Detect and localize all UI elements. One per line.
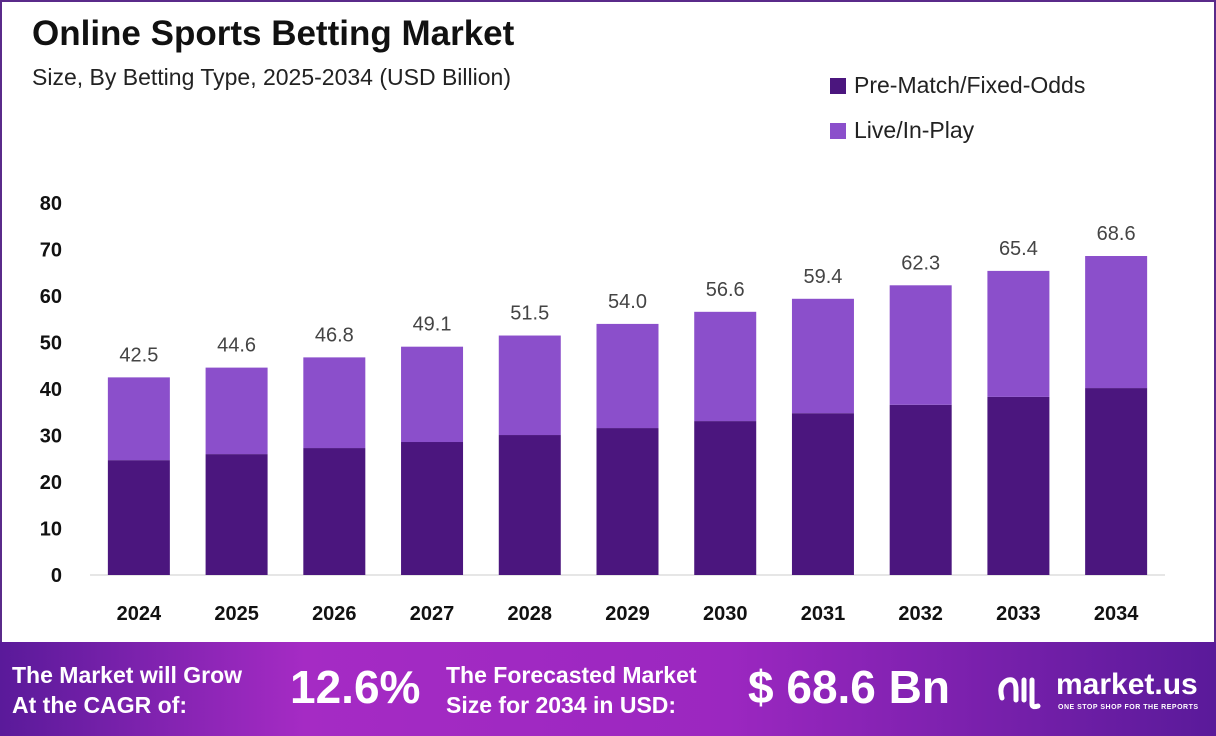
forecast-label-line1: The Forecasted Market [446, 662, 697, 688]
y-tick-label: 50 [40, 333, 62, 355]
y-tick-label: 30 [40, 426, 62, 448]
x-tick-label: 2030 [703, 603, 748, 625]
x-tick-label: 2027 [410, 603, 455, 625]
y-tick-label: 10 [40, 519, 62, 541]
y-tick-label: 60 [40, 286, 62, 308]
data-label: 54.0 [608, 291, 647, 313]
data-label: 68.6 [1097, 223, 1136, 245]
legend-label: Live/In-Play [854, 117, 975, 143]
x-tick-label: 2024 [117, 603, 162, 625]
market-us-logo-icon [998, 677, 1041, 710]
x-tick-label: 2033 [996, 603, 1041, 625]
bar-segment-2027-pre-match [401, 442, 464, 575]
x-tick-label: 2032 [898, 603, 943, 625]
y-tick-label: 20 [40, 472, 62, 494]
forecast-label-line2: Size for 2034 in USD: [446, 692, 677, 718]
bar-segment-2025-live [205, 367, 268, 455]
data-label: 56.6 [706, 279, 745, 301]
data-label: 42.5 [119, 344, 158, 366]
bar-segment-2029-live [596, 323, 659, 429]
bar-chart: 0102030405060708042.5202444.6202546.8202… [40, 193, 1165, 625]
bar-segment-2031-live [791, 298, 854, 414]
x-tick-label: 2028 [508, 603, 553, 625]
x-tick-label: 2031 [801, 603, 846, 625]
x-tick-label: 2029 [605, 603, 650, 625]
x-tick-label: 2025 [214, 603, 259, 625]
forecast-value: $ 68.6 Bn [748, 661, 950, 713]
brand-name: market.us [1056, 668, 1198, 701]
data-label: 51.5 [510, 303, 549, 325]
legend-label: Pre-Match/Fixed-Odds [854, 72, 1086, 98]
bar-segment-2028-live [498, 335, 561, 436]
bar-segment-2029-pre-match [596, 428, 659, 575]
legend-item-live: Live/In-Play [830, 117, 974, 144]
y-tick-label: 40 [40, 379, 62, 401]
bar-segment-2032-live [889, 285, 952, 405]
y-tick-label: 0 [51, 565, 62, 587]
bar-segment-2033-pre-match [987, 396, 1050, 575]
x-tick-label: 2026 [312, 603, 357, 625]
bar-segment-2030-live [694, 311, 757, 422]
brand-tagline: ONE STOP SHOP FOR THE REPORTS [1058, 704, 1199, 711]
bar-segment-2026-live [303, 357, 366, 449]
cagr-label-line2: At the CAGR of: [12, 692, 188, 718]
legend-swatch [830, 77, 846, 94]
data-label: 65.4 [999, 238, 1038, 260]
bar-segment-2024-live [107, 377, 170, 461]
bar-segment-2034-live [1085, 256, 1148, 389]
footer-banner: The Market will Grow At the CAGR of: 12.… [0, 642, 1216, 736]
legend-item-pre-match: Pre-Match/Fixed-Odds [830, 72, 1085, 99]
data-label: 46.8 [315, 324, 354, 346]
x-tick-label: 2034 [1094, 603, 1139, 625]
bar-segment-2026-pre-match [303, 448, 366, 575]
chart-subtitle: Size, By Betting Type, 2025-2034 (USD Bi… [32, 64, 511, 90]
bar-segment-2031-pre-match [791, 413, 854, 575]
legend-swatch [830, 122, 846, 139]
chart-title: Online Sports Betting Market [32, 14, 515, 53]
bar-segment-2030-pre-match [694, 421, 757, 575]
bar-segment-2027-live [401, 346, 464, 443]
cagr-label-line1: The Market will Grow [12, 662, 243, 688]
cagr-value: 12.6% [290, 661, 421, 713]
chart-frame [0, 0, 1216, 642]
y-tick-label: 80 [40, 193, 62, 215]
bar-segment-2032-pre-match [889, 404, 952, 575]
data-label: 44.6 [217, 335, 256, 357]
bar-segment-2024-pre-match [107, 460, 170, 575]
bar-segment-2033-live [987, 270, 1050, 397]
data-label: 62.3 [901, 252, 940, 274]
bar-segment-2034-pre-match [1085, 388, 1148, 575]
data-label: 59.4 [803, 266, 842, 288]
data-label: 49.1 [413, 314, 452, 336]
y-tick-label: 70 [40, 240, 62, 262]
bar-segment-2028-pre-match [498, 435, 561, 575]
bar-segment-2025-pre-match [205, 454, 268, 575]
